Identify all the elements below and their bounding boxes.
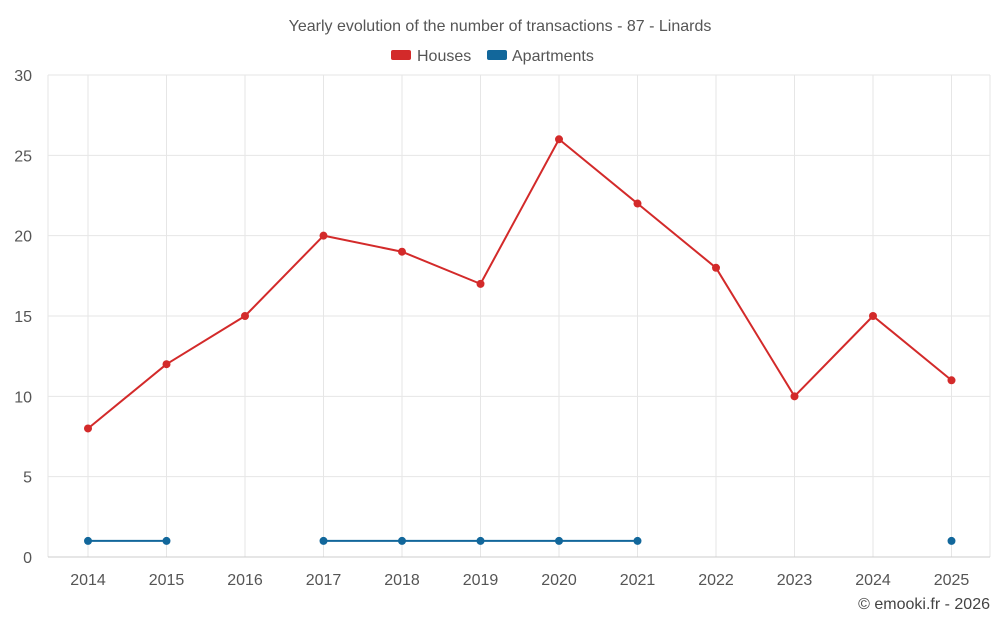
x-tick-label: 2025 [934,572,970,589]
data-point-houses-2018[interactable] [398,247,406,256]
x-tick-label: 2022 [698,572,734,589]
data-point-houses-2025[interactable] [947,376,956,385]
x-tick-label: 2015 [149,572,185,589]
data-point-apartments-2021[interactable] [633,536,642,545]
legend: Houses Apartments [391,48,594,65]
y-tick-label: 30 [14,68,32,85]
data-point-apartments-2014[interactable] [84,536,92,545]
y-tick-label: 5 [23,470,32,487]
data-point-apartments-2018[interactable] [398,536,406,545]
data-point-houses-2024[interactable] [869,312,877,320]
x-tick-label: 2023 [777,572,813,589]
data-point-houses-2019[interactable] [476,279,485,288]
x-tick-label: 2020 [541,572,577,589]
y-tick-label: 15 [14,309,32,326]
legend-apartments-label[interactable]: Apartments [512,48,594,65]
legend-houses-swatch[interactable] [391,50,411,60]
series-houses [84,135,956,433]
chart-title: Yearly evolution of the number of transa… [289,18,712,35]
data-point-houses-2023[interactable] [790,392,799,401]
x-tick-label: 2016 [227,572,263,589]
x-tick-label: 2014 [70,572,106,589]
y-tick-label: 0 [23,550,32,567]
data-point-houses-2020[interactable] [555,135,563,144]
data-point-houses-2022[interactable] [712,263,720,272]
data-point-apartments-2020[interactable] [555,536,563,545]
series [84,135,956,545]
data-point-houses-2021[interactable] [633,199,642,208]
series-line-houses [87,138,953,430]
legend-apartments-swatch[interactable] [487,50,507,60]
x-tick-label: 2017 [306,572,342,589]
y-tick-label: 20 [14,229,32,246]
y-tick-label: 25 [14,148,32,165]
series-apartments [84,536,956,545]
y-tick-label: 10 [14,389,32,406]
x-tick-label: 2024 [855,572,891,589]
grid [47,74,991,557]
data-point-houses-2016[interactable] [241,312,249,320]
legend-houses-label[interactable]: Houses [417,48,471,65]
x-tick-label: 2018 [384,572,420,589]
data-point-apartments-2025[interactable] [947,536,956,545]
x-tick-label: 2019 [463,572,499,589]
data-point-apartments-2017[interactable] [319,536,328,545]
x-tick-label: 2021 [620,572,656,589]
data-point-houses-2015[interactable] [162,360,171,369]
credit-text: © emooki.fr - 2026 [858,596,990,613]
data-point-apartments-2015[interactable] [162,536,171,545]
data-point-houses-2017[interactable] [319,231,328,240]
data-point-houses-2014[interactable] [84,424,92,433]
data-point-apartments-2019[interactable] [476,536,485,545]
